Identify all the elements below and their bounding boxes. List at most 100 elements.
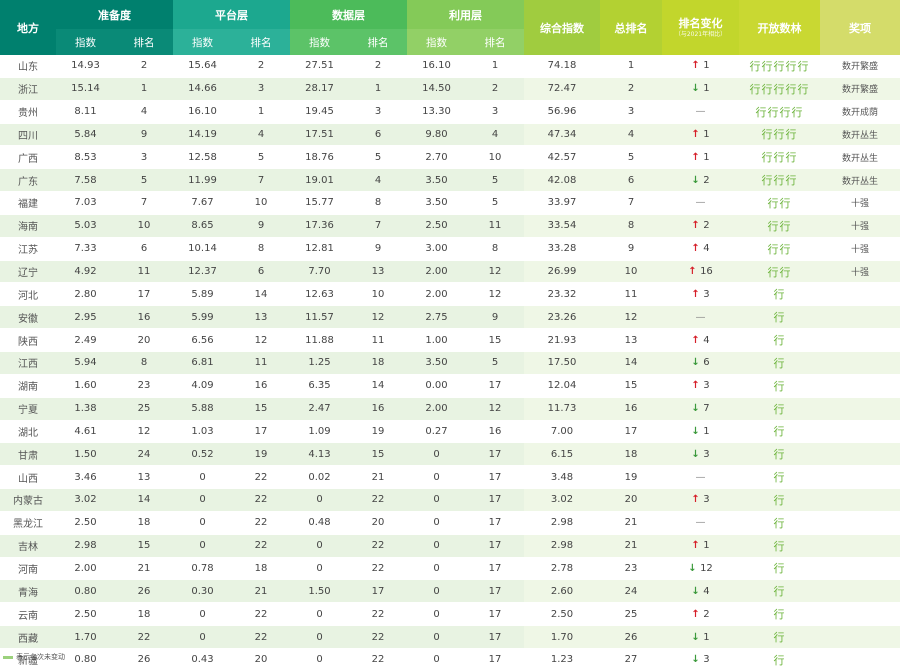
tree-icon: ⾏ — [773, 562, 786, 576]
cell-d-rank: 1 — [349, 77, 407, 101]
cell-composite: 26.99 — [524, 260, 600, 284]
cell-r-idx: 0.80 — [56, 579, 115, 604]
tree-icon: ⾏ — [773, 151, 786, 165]
table-row: 安徽 2.95 16 5.99 13 11.57 12 2.75 9 23.26 12— ⾏ — [0, 305, 900, 330]
dash-icon: — — [695, 197, 706, 209]
cell-r-idx: 2.80 — [56, 282, 115, 307]
cell-u-rank: 11 — [466, 214, 524, 238]
cell-rank-change: ↓ 2 — [662, 168, 739, 193]
cell-d-idx: 15.77 — [290, 191, 349, 215]
cell-p-rank: 16 — [232, 374, 290, 398]
subheader-readiness-rank: 排名 — [115, 29, 173, 55]
cell-d-rank: 9 — [349, 237, 407, 261]
cell-u-idx: 0 — [407, 648, 466, 672]
cell-p-rank: 6 — [232, 260, 290, 284]
arrow-up-icon: ↑ — [691, 60, 704, 72]
tree-icon: ⾏ — [767, 196, 780, 210]
cell-r-idx: 3.02 — [56, 488, 115, 512]
cell-composite: 17.50 — [524, 351, 600, 375]
cell-region: 陕西 — [0, 328, 56, 352]
header-readiness: 准备度 — [56, 0, 173, 29]
header-rank-change-note: （与2021年相比） — [674, 30, 727, 38]
cell-rank-change: — — [662, 191, 739, 215]
tree-icon: ⾏ — [755, 105, 768, 119]
cell-d-rank: 19 — [349, 420, 407, 444]
table-row: 青海 0.80 26 0.30 21 1.50 17 0 17 2.60 24 ↓ 4 ⾏ — [0, 579, 900, 604]
cell-region: 宁夏 — [0, 397, 56, 421]
cell-u-idx: 2.75 — [407, 305, 466, 330]
cell-r-idx: 2.49 — [56, 328, 115, 352]
cell-award — [820, 625, 900, 649]
cell-region: 湖北 — [0, 420, 56, 444]
cell-u-idx: 3.00 — [407, 237, 466, 261]
cell-p-rank: 22 — [232, 488, 290, 512]
subheader-data-index: 指数 — [290, 29, 349, 55]
tree-icon: ⾏ — [773, 608, 786, 622]
arrow-down-icon: ↓ — [691, 403, 704, 415]
arrow-down-icon: ↓ — [691, 448, 704, 460]
cell-d-idx: 0 — [290, 557, 349, 581]
table-row: 海南 5.03 10 8.65 9 17.36 7 2.50 11 33.54 8 ↑ 2 ⾏⾏ 十强 — [0, 214, 900, 238]
cell-award — [820, 465, 900, 490]
cell-u-rank: 10 — [466, 145, 524, 170]
cell-d-rank: 22 — [349, 557, 407, 581]
cell-p-idx: 0 — [173, 602, 232, 627]
cell-composite: 47.34 — [524, 123, 600, 147]
cell-rank-change: ↑ 4 — [662, 237, 739, 261]
cell-award — [820, 328, 900, 352]
cell-total: 2 — [600, 77, 662, 101]
cell-u-rank: 8 — [466, 237, 524, 261]
cell-p-idx: 0.43 — [173, 648, 232, 672]
cell-rank-change: ↑ 4 — [662, 328, 739, 352]
rank-change-value: 12 — [700, 562, 713, 574]
cell-region: 西藏 — [0, 625, 56, 649]
cell-composite: 33.54 — [524, 214, 600, 238]
cell-rank-change: ↓ 3 — [662, 648, 739, 672]
cell-open-level: ⾏ — [739, 511, 820, 535]
cell-d-rank: 20 — [349, 511, 407, 535]
cell-u-rank: 17 — [466, 511, 524, 535]
arrow-up-icon: ↑ — [691, 288, 704, 300]
cell-r-idx: 7.03 — [56, 191, 115, 215]
tree-icon: ⾏ — [773, 59, 786, 73]
cell-u-rank: 3 — [466, 100, 524, 124]
cell-total: 26 — [600, 625, 662, 649]
cell-d-idx: 17.51 — [290, 123, 349, 147]
cell-total: 25 — [600, 602, 662, 627]
arrow-up-icon: ↑ — [691, 540, 704, 552]
cell-p-idx: 0 — [173, 534, 232, 558]
cell-composite: 2.78 — [524, 557, 600, 581]
cell-award — [820, 442, 900, 467]
table-row: 湖北 4.61 12 1.03 17 1.09 19 0.27 16 7.00 17 ↓ 1 ⾏ — [0, 420, 900, 444]
cell-p-idx: 14.66 — [173, 77, 232, 101]
cell-d-rank: 12 — [349, 305, 407, 330]
cell-r-rank: 6 — [115, 237, 173, 261]
cell-total: 6 — [600, 168, 662, 193]
cell-u-rank: 1 — [466, 55, 524, 78]
tree-icon: ⾏ — [779, 219, 792, 233]
arrow-up-icon: ↑ — [691, 380, 704, 392]
dash-icon: — — [695, 471, 706, 483]
cell-r-idx: 4.61 — [56, 420, 115, 444]
cell-open-level: ⾏ — [739, 442, 820, 467]
cell-d-idx: 0 — [290, 488, 349, 512]
cell-award: 十强 — [820, 260, 900, 284]
cell-p-idx: 8.65 — [173, 214, 232, 238]
cell-d-rank: 17 — [349, 579, 407, 604]
cell-open-level: ⾏ — [739, 465, 820, 490]
header-rank-change-label: 排名变化 — [678, 16, 723, 30]
cell-total: 15 — [600, 374, 662, 398]
cell-award — [820, 648, 900, 672]
cell-award — [820, 602, 900, 627]
header-award: 奖项 — [820, 0, 900, 55]
cell-composite: 11.73 — [524, 397, 600, 421]
table-row: 黑龙江 2.50 18 0 22 0.48 20 0 17 2.98 21— ⾏ — [0, 511, 900, 535]
cell-u-idx: 0 — [407, 602, 466, 627]
cell-r-idx: 15.14 — [56, 77, 115, 101]
arrow-up-icon: ↑ — [691, 243, 704, 255]
cell-r-rank: 5 — [115, 168, 173, 193]
cell-p-rank: 9 — [232, 214, 290, 238]
table-row: 湖南 1.60 23 4.09 16 6.35 14 0.00 17 12.04 15 ↑ 3 ⾏ — [0, 374, 900, 398]
cell-p-rank: 21 — [232, 579, 290, 604]
tree-icon: ⾏ — [797, 59, 810, 73]
